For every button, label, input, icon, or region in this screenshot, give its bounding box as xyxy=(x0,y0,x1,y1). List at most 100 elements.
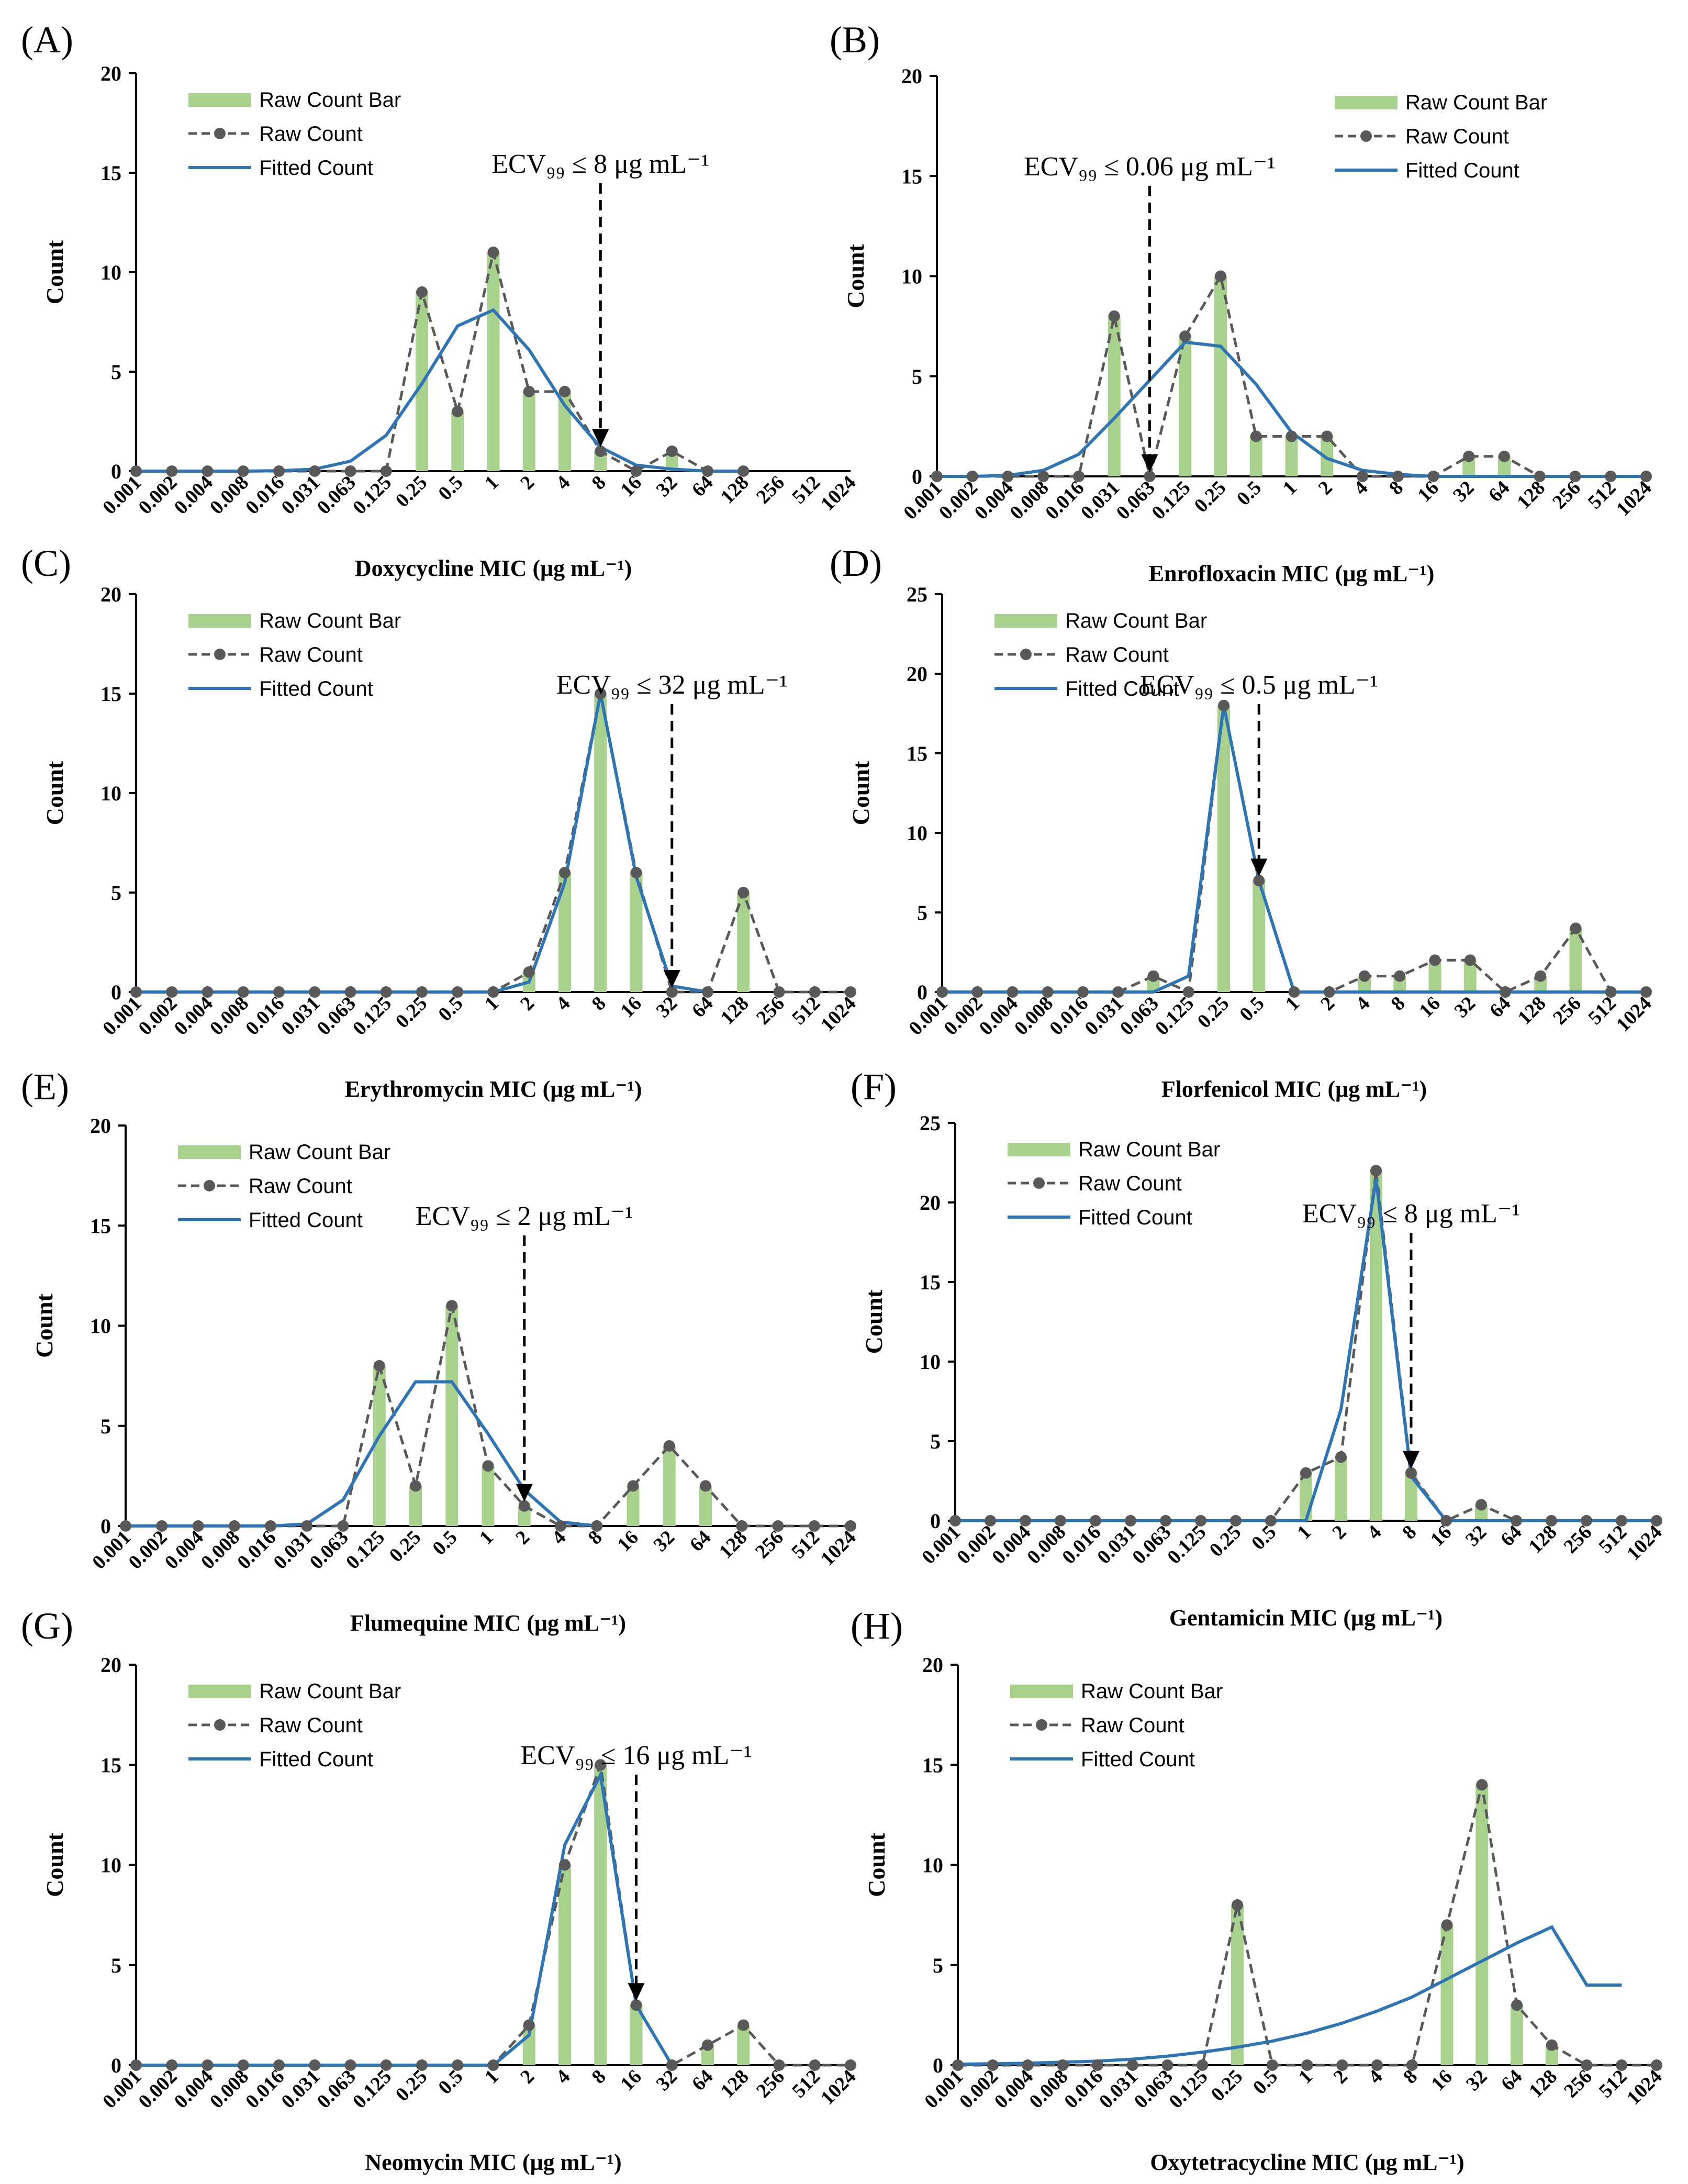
y-tick-label: 25 xyxy=(907,583,927,606)
chart-panel: (A) 0 5 10 15 20 Count 0.0010.0020.0040.0080.01… xyxy=(21,19,860,581)
legend-label-bar: Raw Count Bar xyxy=(259,88,401,112)
raw-count-point xyxy=(985,1515,996,1526)
ecv-arrow-head xyxy=(1250,859,1268,877)
fitted-count-line xyxy=(126,1380,597,1528)
x-tick-label: 0.125 xyxy=(1163,1521,1210,1568)
bar xyxy=(663,1446,676,1526)
raw-count-point xyxy=(952,2059,964,2071)
raw-count-point xyxy=(1300,1467,1312,1479)
legend-swatch-bar xyxy=(188,93,251,107)
x-tick-label: 1 xyxy=(1293,1521,1315,1544)
legend-label-bar: Raw Count Bar xyxy=(259,609,401,632)
x-tick-label: 0.031 xyxy=(277,2066,324,2113)
legend-label-raw: Raw Count xyxy=(1065,643,1169,666)
fitted-count-line xyxy=(957,1925,1622,2066)
bar xyxy=(487,252,500,471)
x-tick-label: 0.031 xyxy=(277,472,324,519)
x-tick-label: 256 xyxy=(1560,2066,1596,2102)
x-tick-label: 0.001 xyxy=(98,472,146,519)
y-tick-label: 20 xyxy=(922,1653,943,1677)
raw-count-line xyxy=(136,252,744,473)
raw-count-point xyxy=(380,465,392,477)
x-tick-label: 0.001 xyxy=(904,993,952,1040)
raw-count-point xyxy=(1182,986,1194,998)
raw-count-point xyxy=(1160,1515,1171,1526)
x-tick-label: 0.001 xyxy=(920,2066,967,2113)
raw-count-point xyxy=(1323,986,1335,998)
x-axis-label: Neomycin MIC (μg mL⁻¹) xyxy=(365,2149,621,2175)
raw-count-point xyxy=(237,2059,249,2071)
bar xyxy=(1440,1925,1454,2065)
fitted-count-line xyxy=(942,705,1646,994)
raw-count-point xyxy=(772,1520,784,1532)
raw-count-point xyxy=(202,986,214,998)
raw-count-point xyxy=(523,966,535,978)
raw-count-point xyxy=(1301,2059,1313,2071)
raw-count-point xyxy=(736,1520,748,1532)
x-tick-label: 1 xyxy=(1279,477,1301,499)
x-tick-label: 0.031 xyxy=(1080,993,1127,1040)
raw-count-point xyxy=(309,2059,321,2071)
x-tick-label: 0.5 xyxy=(1247,1521,1280,1554)
bar xyxy=(482,1466,495,1526)
raw-count-point xyxy=(1570,922,1582,934)
x-tick-label: 1024 xyxy=(817,472,860,515)
legend: Raw Count Bar Raw Count Fitted Count xyxy=(1335,91,1547,182)
raw-count-point xyxy=(630,1999,642,2011)
bar xyxy=(594,694,607,992)
x-tick-label: 0.5 xyxy=(1233,477,1266,510)
x-tick-label: 0.004 xyxy=(170,2066,217,2113)
ecv-arrow-head xyxy=(628,1983,645,2001)
y-tick-label: 10 xyxy=(100,1854,121,1877)
x-axis-label: Oxytetracycline MIC (μg mL⁻¹) xyxy=(1150,2149,1464,2175)
raw-count-point xyxy=(559,867,571,878)
panel-label: (C) xyxy=(21,542,71,584)
x-tick-label: 256 xyxy=(1549,993,1585,1029)
raw-count-point xyxy=(1511,1515,1522,1526)
raw-count-point xyxy=(591,1520,603,1532)
raw-count-point xyxy=(1534,471,1546,482)
x-tick-label: 0.25 xyxy=(392,472,432,512)
x-tick-label: 0.004 xyxy=(990,2066,1037,2113)
raw-count-point xyxy=(1042,986,1054,998)
raw-count-point xyxy=(1250,430,1262,442)
legend-label-bar: Raw Count Bar xyxy=(1065,609,1207,632)
x-tick-label: 1024 xyxy=(817,993,860,1036)
raw-count-point xyxy=(380,2059,392,2071)
ecv-label: ECV₉₉ ≤ 32 μg mL⁻¹ xyxy=(556,670,788,700)
y-tick-label: 10 xyxy=(901,265,922,288)
panel-label: (H) xyxy=(851,1605,903,1647)
y-tick-label: 0 xyxy=(917,980,927,1004)
x-tick-label: 8 xyxy=(587,2066,610,2088)
x-tick-label: 0.25 xyxy=(392,2066,432,2106)
x-tick-label: 1024 xyxy=(1612,993,1656,1036)
x-tick-label: 0.063 xyxy=(1112,477,1159,524)
x-tick-label: 128 xyxy=(1525,2066,1561,2102)
y-tick-label: 10 xyxy=(100,261,121,284)
raw-count-point xyxy=(487,2059,499,2071)
bar xyxy=(1370,1171,1382,1521)
x-tick-label: 0.063 xyxy=(1128,1521,1175,1568)
raw-count-point xyxy=(700,1480,711,1492)
legend-swatch-raw-point xyxy=(214,649,226,660)
raw-count-point xyxy=(273,465,285,477)
y-tick-label: 0 xyxy=(111,980,121,1004)
raw-count-point xyxy=(416,286,428,298)
x-tick-label: 0.002 xyxy=(134,993,181,1040)
raw-count-point xyxy=(1179,330,1191,342)
raw-count-point xyxy=(630,465,642,477)
x-tick-label: 0.004 xyxy=(975,993,1022,1040)
raw-count-point xyxy=(337,1520,349,1532)
y-tick-label: 15 xyxy=(100,682,121,706)
ecv-arrow-head xyxy=(1141,454,1158,472)
raw-count-point xyxy=(410,1480,421,1492)
raw-count-point xyxy=(1394,970,1406,982)
x-tick-label: 16 xyxy=(616,2066,646,2096)
fitted-count-line xyxy=(136,308,744,473)
y-tick-label: 5 xyxy=(917,901,927,924)
legend-label-fit: Fitted Count xyxy=(249,1209,363,1232)
y-tick-label: 0 xyxy=(912,465,922,488)
y-tick-label: 0 xyxy=(111,460,121,483)
y-tick-label: 10 xyxy=(922,1854,943,1877)
legend-label-fit: Fitted Count xyxy=(1078,1206,1192,1229)
